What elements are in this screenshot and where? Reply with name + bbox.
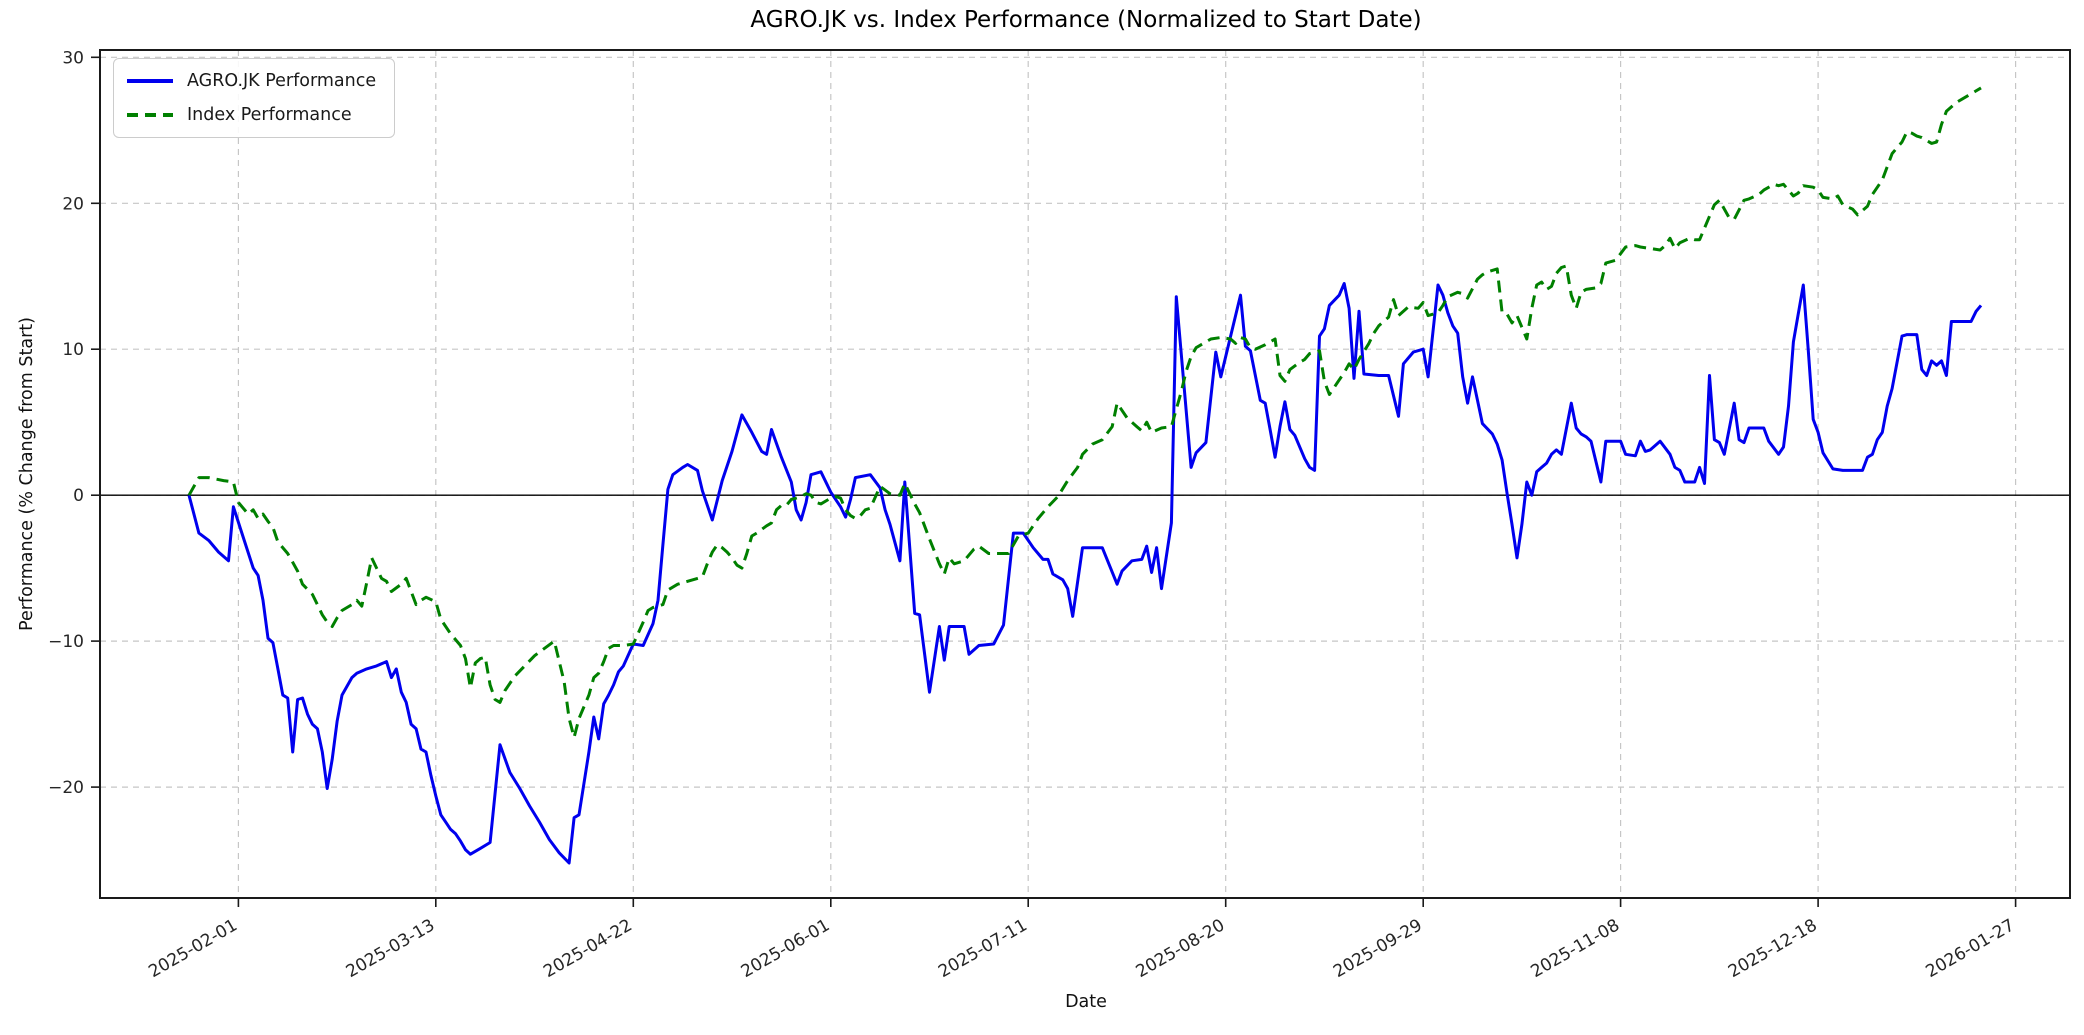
agro-performance-line [187,282,1983,865]
x-tick-label: 2026-01-27 [1923,915,2019,982]
y-tick-label: 0 [73,486,84,506]
x-tick-label: 2025-03-13 [343,915,439,982]
y-tick-label: 20 [62,194,84,214]
y-tick-label: 10 [62,340,84,360]
axes-frame [99,49,2071,899]
legend-label-agro: AGRO.JK Performance [187,71,377,91]
chart-title: AGRO.JK vs. Index Performance (Normalize… [750,7,1422,33]
x-tick-label: 2025-12-18 [1725,915,1821,982]
x-axis-label: Date [1065,992,1107,1012]
y-tick-label: 30 [62,48,84,68]
x-tick-label: 2025-09-29 [1330,915,1426,982]
legend: AGRO.JK Performance Index Performance [113,58,396,138]
agro-line-sample-icon [127,79,173,83]
x-tick-label: 2025-11-08 [1528,915,1624,982]
legend-label-index: Index Performance [187,105,352,125]
x-tick-label: 2025-06-01 [738,915,834,982]
index-line-sample-icon [127,113,173,117]
x-tick-label: 2025-04-22 [540,915,636,982]
x-tick-label: 2025-02-01 [145,915,241,982]
index-performance-line [187,86,1982,739]
x-tick-label: 2025-07-11 [935,915,1031,982]
x-tick-label: 2025-08-20 [1133,915,1229,982]
y-axis-label: Performance (% Change from Start) [17,317,37,631]
legend-item-index: Index Performance [127,102,376,128]
y-tick-label: −10 [48,632,84,652]
y-tick-label: −20 [48,778,84,798]
legend-item-agro: AGRO.JK Performance [127,68,376,94]
